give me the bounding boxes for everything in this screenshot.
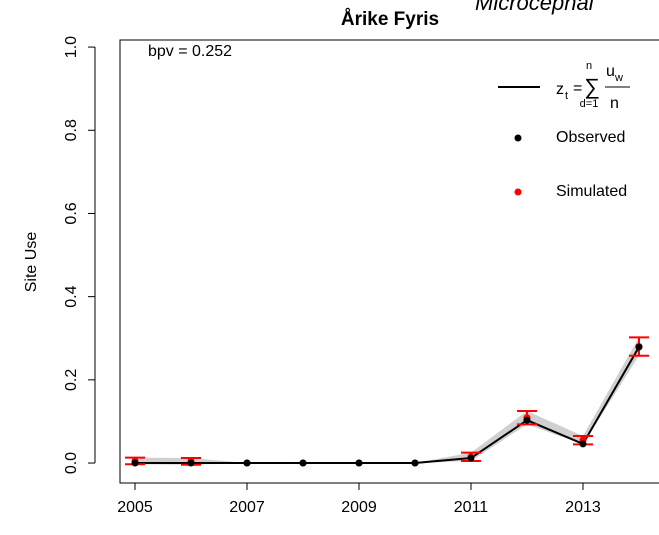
legend-formula: z [556, 81, 564, 98]
legend: z t = n ∑ d=1 u w n Observed Simulated [498, 60, 630, 200]
sim-band [135, 337, 639, 465]
y-tick-label: 0.2 [63, 369, 80, 391]
legend-formula: n [610, 95, 619, 112]
legend-formula: d=1 [580, 98, 599, 110]
observed-point [411, 459, 419, 467]
y-tick-label: 0.8 [63, 119, 80, 141]
plot-box [119, 39, 659, 484]
observed-point [355, 459, 363, 467]
x-tick-label: 2013 [565, 499, 601, 516]
observed-point [635, 343, 643, 351]
observed-point [467, 454, 475, 462]
legend-marker [514, 134, 522, 142]
observed-point [523, 416, 531, 424]
legend-formula: u [606, 63, 615, 80]
observed-point [243, 459, 251, 467]
legend-label: Observed [556, 129, 625, 146]
legend-formula: t [565, 90, 568, 102]
legend-formula: = [573, 80, 582, 97]
observed-line [135, 346, 640, 465]
x-tick-label: 2011 [454, 499, 489, 516]
x-tick-label: 2009 [341, 499, 377, 516]
observed-point [579, 440, 587, 448]
legend-marker [514, 188, 522, 196]
y-tick-label: 1.0 [63, 36, 80, 58]
y-tick-label: 0.4 [63, 285, 80, 307]
x-tick-label: 2007 [229, 499, 265, 516]
legend-formula: n [586, 60, 592, 72]
observed-point [299, 459, 307, 467]
legend-sigma: ∑ [584, 74, 600, 99]
y-tick-label: 0.6 [63, 202, 80, 224]
y-axis-label: Site Use [23, 232, 40, 293]
observed-point [187, 459, 195, 467]
species-title: Microcephal [475, 0, 595, 15]
x-tick-label: 2005 [117, 499, 153, 516]
y-tick-label: 0.0 [63, 452, 80, 474]
chart-title: Årike Fyris [341, 9, 439, 30]
observed-point [131, 459, 139, 467]
legend-label: Simulated [556, 183, 627, 200]
legend-formula: w [614, 72, 623, 84]
bpv-annotation: bpv = 0.252 [148, 43, 232, 60]
